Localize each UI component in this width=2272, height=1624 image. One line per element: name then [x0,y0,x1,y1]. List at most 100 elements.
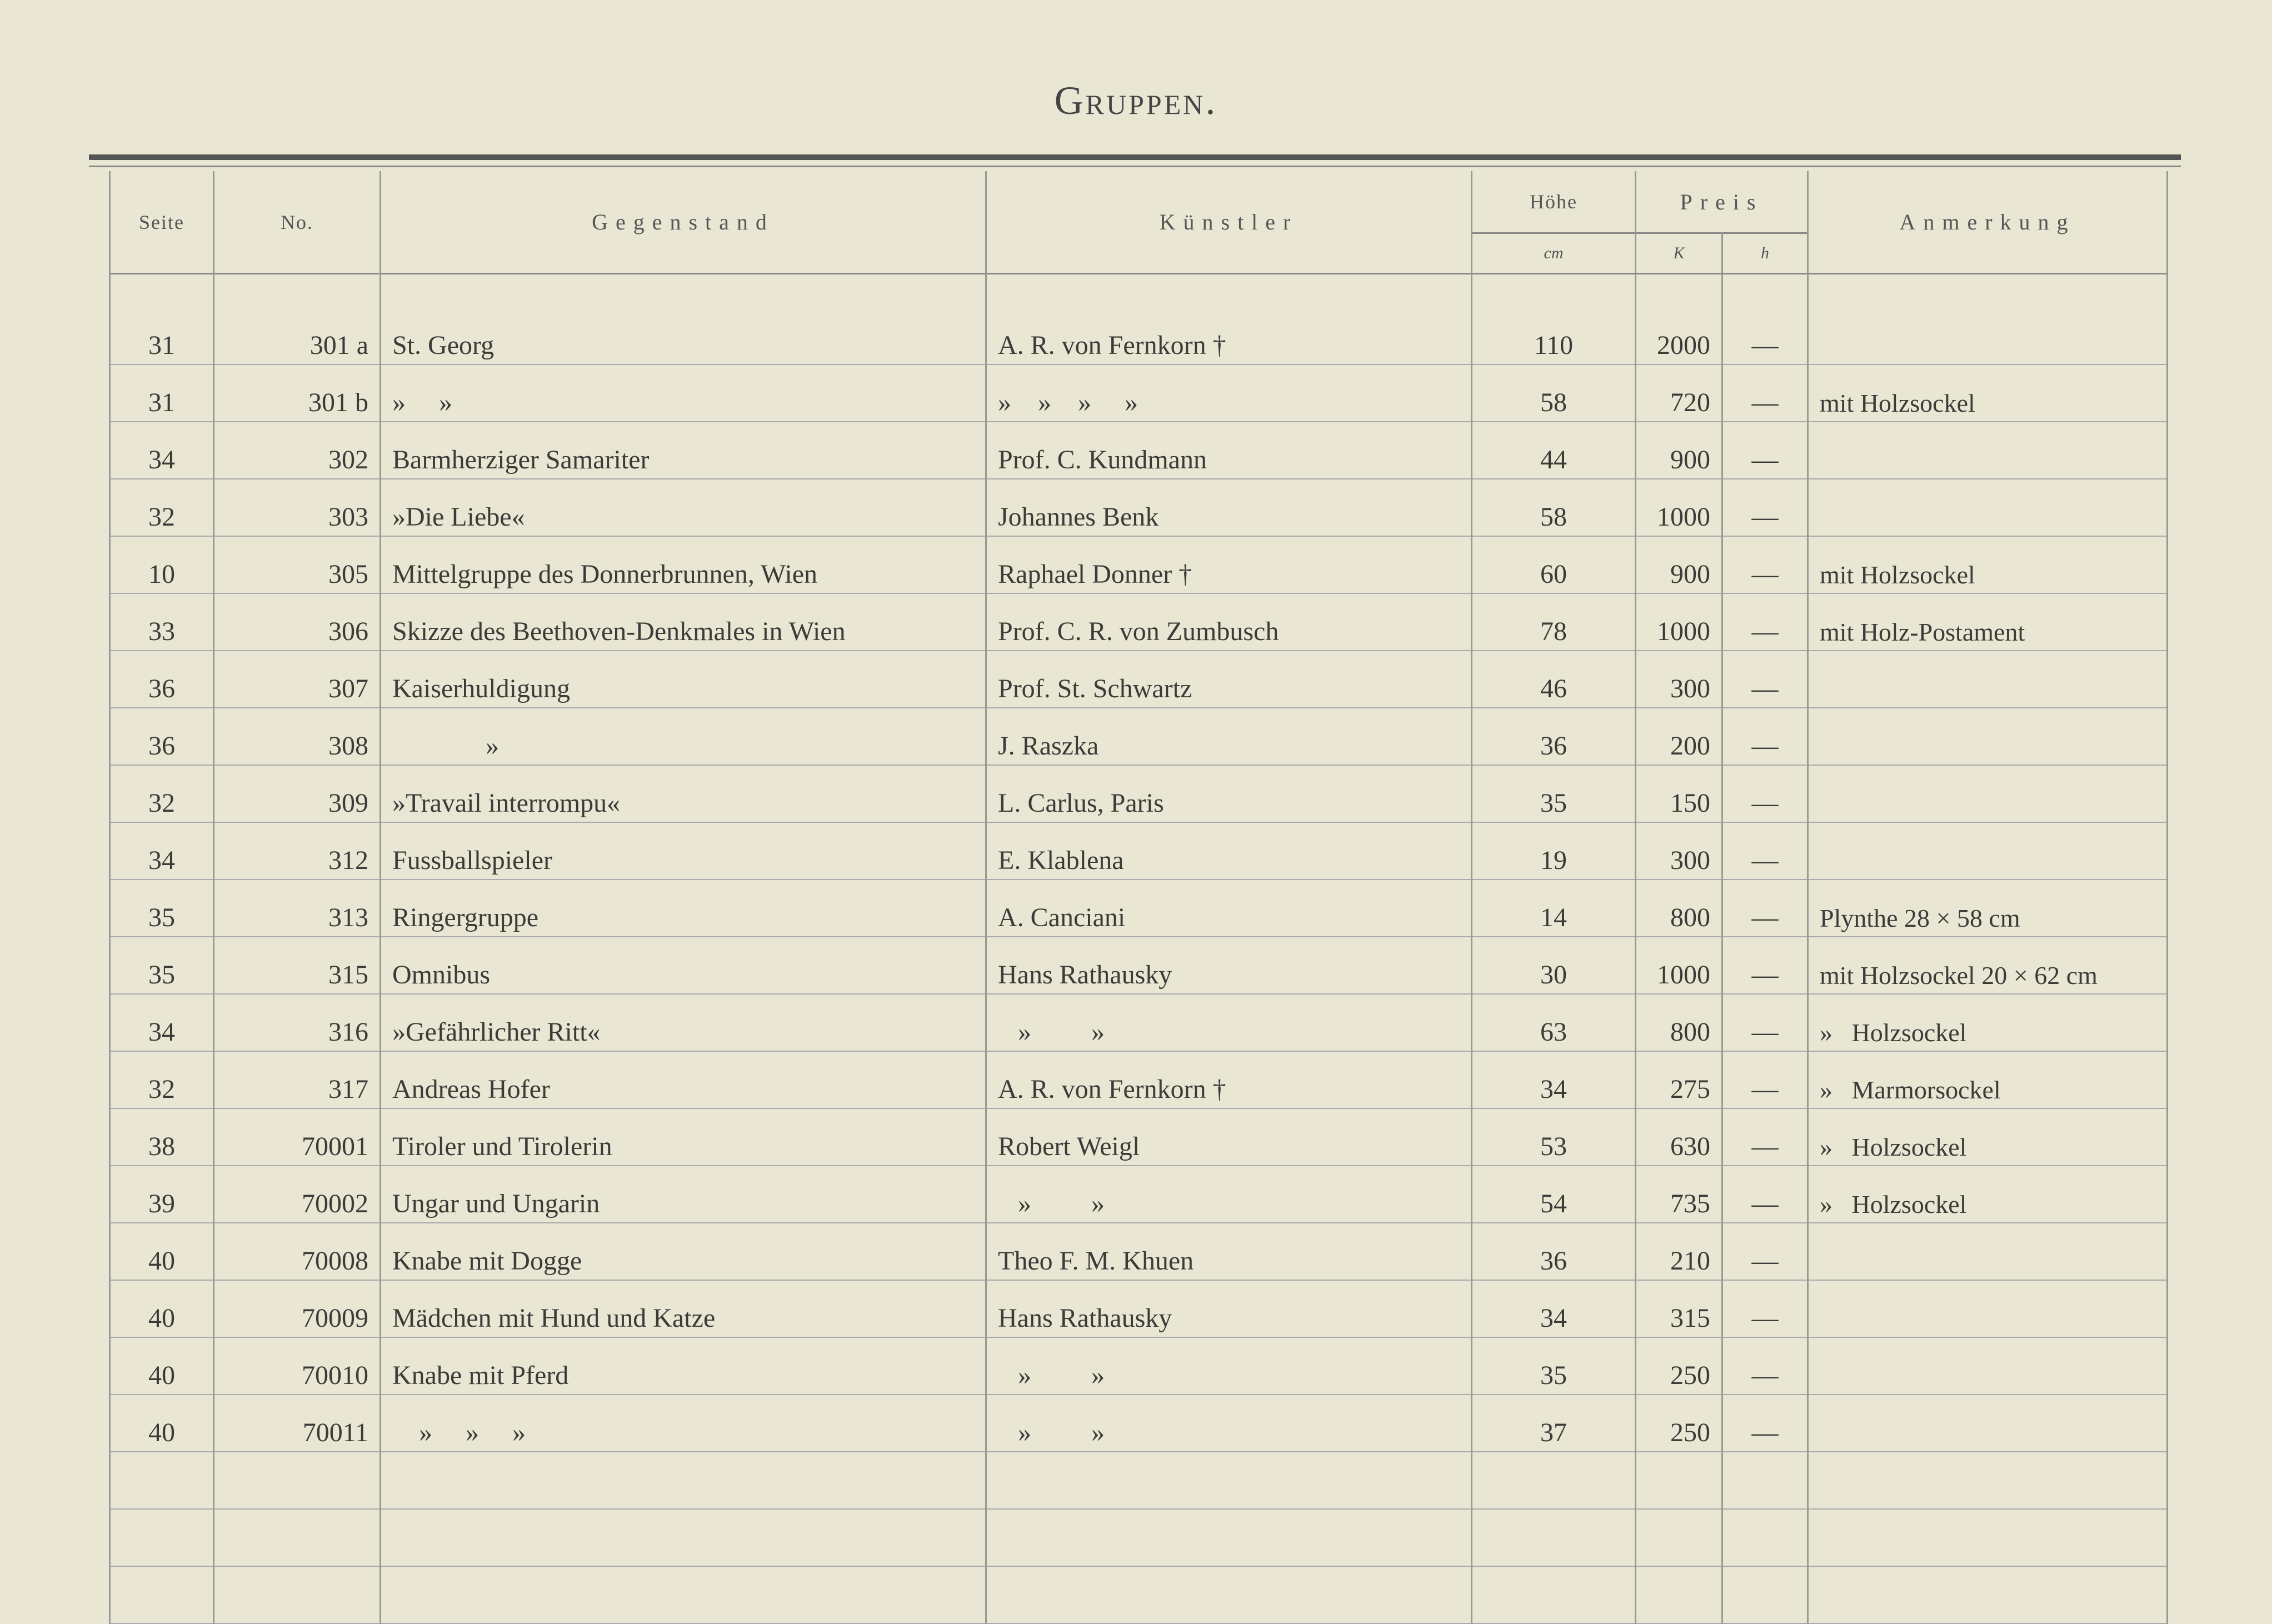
cell-seite: 36 [109,651,214,708]
cell-kuenstler: Prof. St. Schwartz [985,651,1472,708]
cell-no: 316 [213,994,381,1052]
empty-cell [985,1509,1472,1567]
cell-h: — [1721,364,1809,422]
cell-h: — [1721,822,1809,880]
cell-k: 300 [1635,651,1723,708]
cell-no: 312 [213,822,381,880]
empty-cell [1635,1509,1723,1567]
cell-kuenstler: » » [985,1395,1472,1452]
cell-no: 301 a [213,308,381,365]
cell-gegenstand: Omnibus [380,937,987,995]
cell-kuenstler: J. Raszka [985,708,1472,766]
cell-seite: 32 [109,1051,214,1109]
table-row: 32 309 »Travail interrompu« L. Carlus, Pari… [109,765,2168,823]
cell-h: — [1721,1166,1809,1223]
empty-cell [380,1452,987,1510]
cell-kuenstler: » » [985,1337,1472,1395]
cell-seite: 33 [109,593,214,651]
cell-gegenstand: Knabe mit Pferd [380,1337,987,1395]
cell-anmerkung: » Holzsockel [1807,1166,2168,1223]
empty-cell [1721,1509,1809,1567]
cell-seite: 32 [109,765,214,823]
cell-no: 306 [213,593,381,651]
cell-anmerkung: mit Holzsockel 20 × 62 cm [1807,937,2168,995]
cell-seite: 10 [109,536,214,594]
cell-kuenstler: » » » » [985,364,1472,422]
cell-k: 735 [1635,1166,1723,1223]
cell-seite: 35 [109,880,214,937]
cell-hoehe: 63 [1471,994,1636,1052]
cell-seite: 32 [109,479,214,537]
cell-hoehe: 19 [1471,822,1636,880]
empty-cell [985,1566,1472,1624]
cell-gegenstand: » » » [380,1395,987,1452]
cell-h: — [1721,1280,1809,1338]
cell-no: 70010 [213,1337,381,1395]
table-row: 32 317 Andreas Hofer A. R. von Fernkorn † 34… [109,1051,2168,1109]
cell-hoehe: 110 [1471,308,1636,365]
cell-kuenstler: A. R. von Fernkorn † [985,1051,1472,1109]
cell-gegenstand: Ungar und Ungarin [380,1166,987,1223]
header-preis: Preis [1635,171,1809,233]
table-row: 35 315 Omnibus Hans Rathausky 30 1000— mit Hol… [109,937,2168,995]
cell-k: 630 [1635,1108,1723,1166]
empty-cell [109,1452,214,1510]
cell-gegenstand: Knabe mit Dogge [380,1223,987,1281]
cell-gegenstand: St. Georg [380,308,987,365]
cell-hoehe: 44 [1471,422,1636,479]
cell-no: 305 [213,536,381,594]
cell-k: 2000 [1635,308,1723,365]
cell-anmerkung: mit Holz-Postament [1807,593,2168,651]
cell-seite: 39 [109,1166,214,1223]
cell-anmerkung [1807,765,2168,823]
cell-anmerkung: » Marmorsockel [1807,1051,2168,1109]
cell-hoehe: 60 [1471,536,1636,594]
empty-cell [1471,1509,1636,1567]
header-no: No. [213,171,381,274]
table-row: 36 308 » J. Raszka 36 200— [109,708,2168,766]
header-seite: Seite [109,171,214,274]
empty-row [109,1452,2168,1510]
empty-cell [1721,1452,1809,1510]
cell-anmerkung [1807,479,2168,537]
cell-anmerkung [1807,708,2168,766]
cell-hoehe: 58 [1471,479,1636,537]
header-kuenstler: Künstler [985,171,1472,274]
cell-k: 800 [1635,994,1723,1052]
cell-gegenstand: Kaiserhuldigung [380,651,987,708]
cell-h: — [1721,308,1809,365]
empty-cell [1635,1452,1723,1510]
header-anmerkung: Anmerkung [1807,171,2168,274]
cell-gegenstand: » [380,708,987,766]
cell-kuenstler: Raphael Donner † [985,536,1472,594]
table-row: 35 313 Ringergruppe A. Canciani 14 800— Plynth… [109,880,2168,937]
cell-no: 302 [213,422,381,479]
cell-no: 309 [213,765,381,823]
cell-seite: 40 [109,1223,214,1281]
cell-h: — [1721,1051,1809,1109]
cell-h: — [1721,1108,1809,1166]
top-rule [89,154,2181,160]
cell-k: 800 [1635,880,1723,937]
cell-hoehe: 46 [1471,651,1636,708]
table-row: 34 312 Fussballspieler E. Klablena 19 300— [109,822,2168,880]
table-row: 34 302 Barmherziger Samariter Prof. C. Kund… [109,422,2168,479]
cell-gegenstand: Fussballspieler [380,822,987,880]
cell-h: — [1721,1395,1809,1452]
cell-gegenstand: Mittelgruppe des Donnerbrunnen, Wien [380,536,987,594]
table-row: 10 305 Mittelgruppe des Donnerbrunnen, Wie… [109,536,2168,594]
cell-h: — [1721,765,1809,823]
cell-seite: 31 [109,308,214,365]
header-gegenstand: Gegenstand [380,171,987,274]
cell-anmerkung: mit Holzsockel [1807,364,2168,422]
table-row: 34 316 »Gefährlicher Ritt« » » 63 800—» Holz… [109,994,2168,1052]
cell-kuenstler: Hans Rathausky [985,937,1472,995]
page-title: Gruppen. [1054,78,1218,123]
cell-kuenstler: A. Canciani [985,880,1472,937]
cell-kuenstler: A. R. von Fernkorn † [985,308,1472,365]
cell-kuenstler: Robert Weigl [985,1108,1472,1166]
cell-seite: 40 [109,1337,214,1395]
cell-h: — [1721,651,1809,708]
empty-cell [1471,1566,1636,1624]
cell-k: 900 [1635,422,1723,479]
